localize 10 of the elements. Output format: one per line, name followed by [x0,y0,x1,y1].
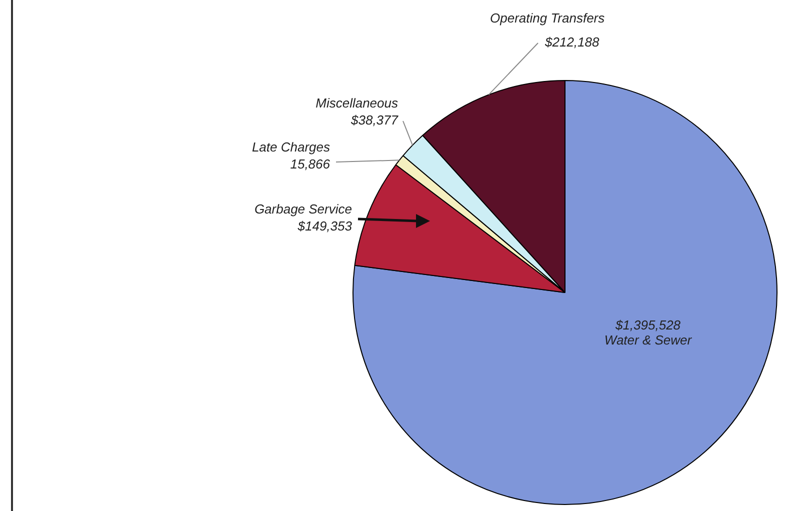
data-label: $212,188 [544,34,600,50]
slice-label: Water & Sewer [604,332,692,348]
data-label: $38,377 [350,112,399,128]
data-label: $1,395,528 [614,318,682,333]
slice-label: Operating Transfers [490,10,606,26]
data-label: 15,866 [290,156,331,172]
slice-label: Garbage Service [254,202,352,217]
data-label: $149,353 [296,218,353,234]
slice-label: Late Charges [252,140,330,155]
slice-label: Miscellaneous [316,96,398,111]
